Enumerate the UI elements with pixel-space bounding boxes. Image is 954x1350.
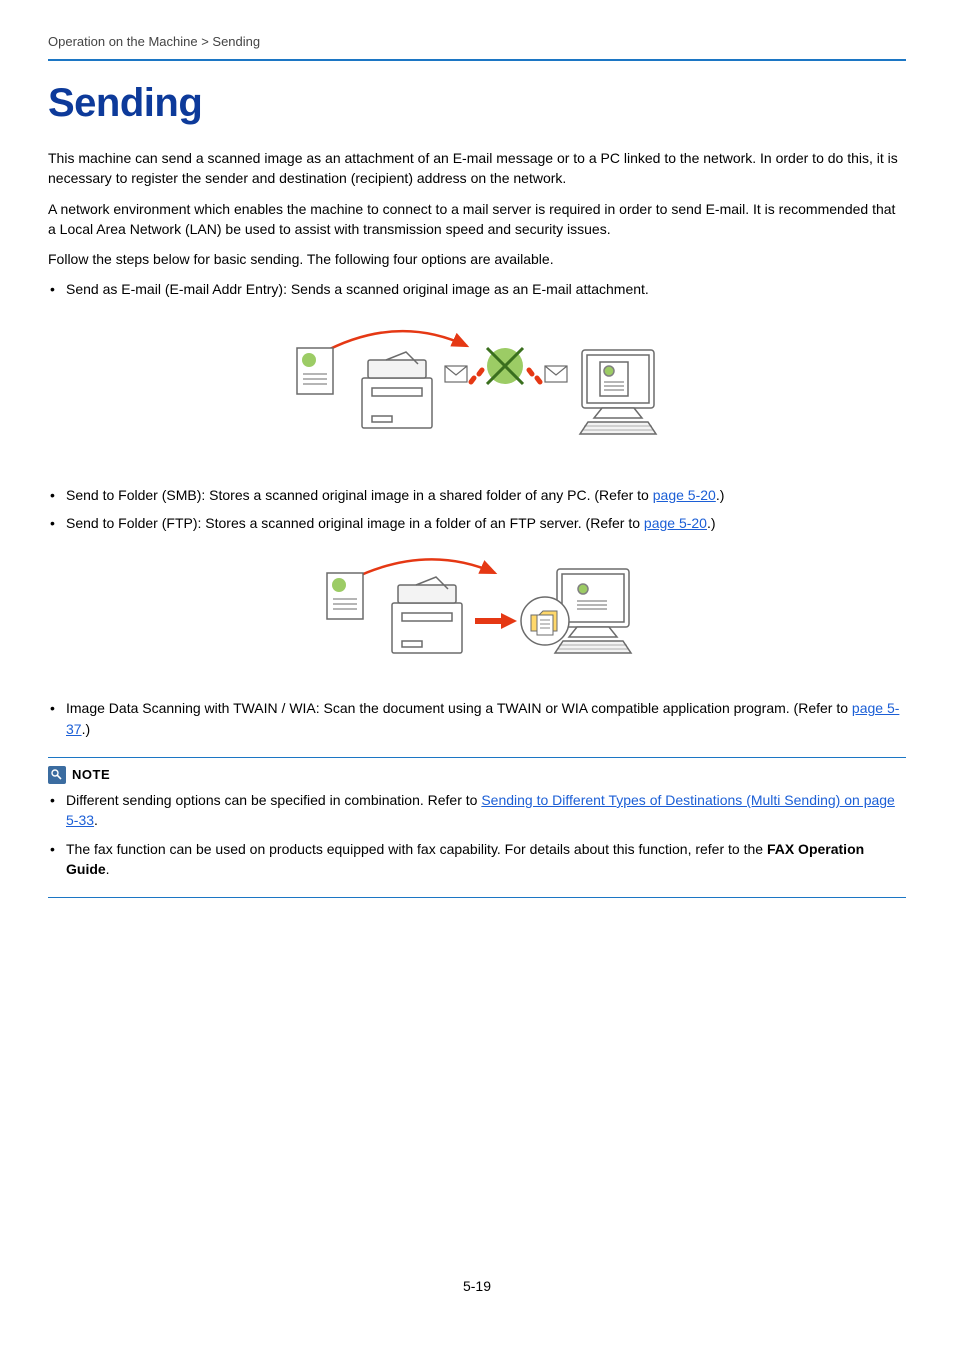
intro-paragraph-2: A network environment which enables the …: [48, 199, 906, 240]
figure-email-flow: [48, 318, 906, 463]
note-icon: [48, 766, 66, 784]
bullet-twain-suffix: .): [82, 721, 91, 737]
note-item-fax-suffix: .: [106, 861, 110, 877]
note-item-multi-text: Different sending options can be specifi…: [66, 792, 481, 808]
note-item-multi-suffix: .: [94, 812, 98, 828]
bullet-email: Send as E-mail (E-mail Addr Entry): Send…: [48, 279, 906, 299]
bullet-ftp-text: Send to Folder (FTP): Stores a scanned o…: [66, 515, 644, 531]
bullet-smb-text: Send to Folder (SMB): Stores a scanned o…: [66, 487, 653, 503]
page-number: 5-19: [48, 1278, 906, 1294]
note-item-fax: The fax function can be used on products…: [48, 839, 906, 880]
bullet-ftp-suffix: .): [707, 515, 716, 531]
intro-paragraph-1: This machine can send a scanned image as…: [48, 148, 906, 189]
heading-rule: [48, 59, 906, 61]
page-title: Sending: [48, 81, 906, 126]
bullet-smb-suffix: .): [716, 487, 725, 503]
bullet-smb: Send to Folder (SMB): Stores a scanned o…: [48, 485, 906, 505]
link-page-5-20-ftp[interactable]: page 5-20: [644, 515, 707, 531]
note-item-multi: Different sending options can be specifi…: [48, 790, 906, 831]
note-item-fax-text: The fax function can be used on products…: [66, 841, 767, 857]
bullet-twain: Image Data Scanning with TWAIN / WIA: Sc…: [48, 698, 906, 739]
follow-paragraph: Follow the steps below for basic sending…: [48, 249, 906, 269]
breadcrumb: Operation on the Machine > Sending: [48, 34, 906, 49]
bullet-twain-text: Image Data Scanning with TWAIN / WIA: Sc…: [66, 700, 852, 716]
note-box: NOTE Different sending options can be sp…: [48, 757, 906, 898]
bullet-ftp: Send to Folder (FTP): Stores a scanned o…: [48, 513, 906, 533]
figure-folder-flow: [48, 551, 906, 676]
note-title: NOTE: [72, 767, 110, 782]
link-page-5-20-smb[interactable]: page 5-20: [653, 487, 716, 503]
